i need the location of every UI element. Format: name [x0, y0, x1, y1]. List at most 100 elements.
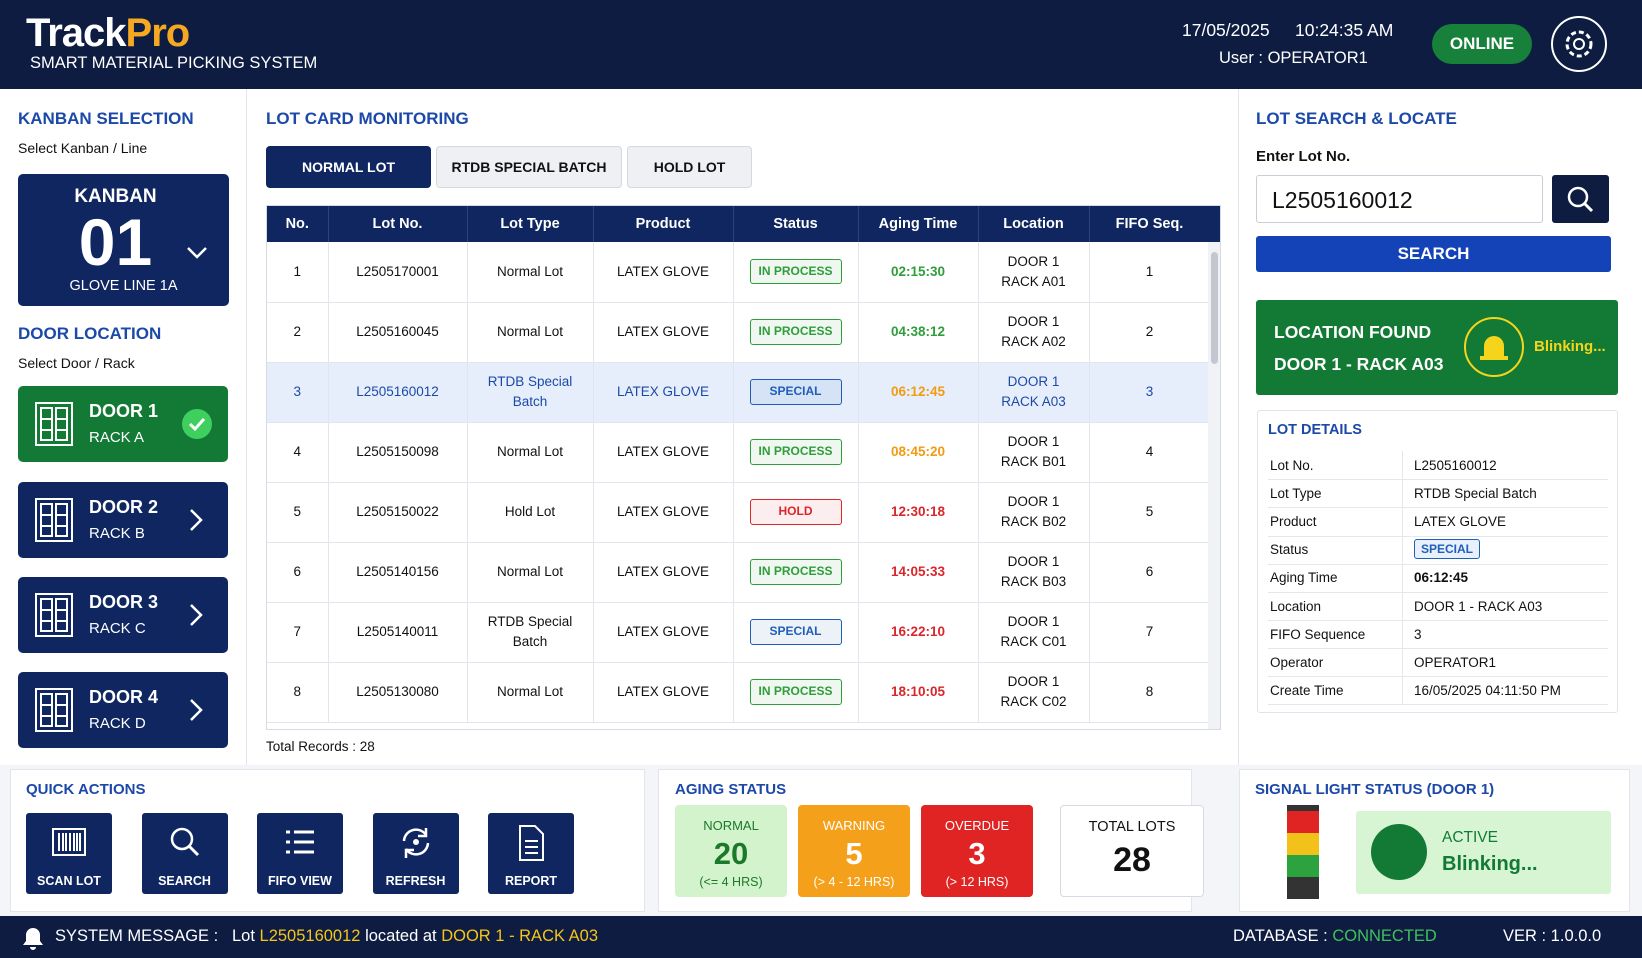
system-message: SYSTEM MESSAGE : Lot L2505160012 located… [55, 927, 598, 946]
door-item[interactable]: DOOR 1 RACK A [18, 386, 228, 462]
location-door: DOOR 1 [1007, 554, 1060, 570]
rack-name: RACK A [89, 429, 145, 446]
header: TrackPro SMART MATERIAL PICKING SYSTEM 1… [0, 0, 1642, 89]
icon-svg [35, 593, 73, 637]
cell-fifo: 6 [1089, 542, 1211, 603]
quick-action[interactable]: SEARCH [141, 813, 228, 894]
icon-path [190, 509, 203, 531]
icon-path [286, 830, 314, 854]
door-item[interactable]: DOOR 2 RACK B [18, 482, 228, 558]
location-door: DOOR 1 [1007, 614, 1060, 630]
scrollbar-thumb[interactable] [1211, 252, 1218, 364]
settings-button[interactable] [1550, 15, 1608, 73]
cell-location: DOOR 1 RACK A03 [978, 362, 1090, 423]
icon-path [402, 828, 429, 856]
search-icon-button[interactable] [1552, 175, 1609, 223]
dropdown-arrow [187, 247, 207, 259]
icon-rect [55, 407, 68, 441]
bell [23, 928, 43, 950]
icon-svg [170, 827, 199, 857]
icon-svg [35, 688, 73, 732]
lot-row[interactable]: 5 L2505150022 Hold Lot LATEX GLOVE HOLD 12:30… [267, 482, 1211, 543]
cell-fifo: 3 [1089, 362, 1211, 423]
lot-row[interactable]: 7 L2505140011 RTDB Special Batch LATEX GLOV… [267, 602, 1211, 663]
aging-value: 3 [968, 836, 986, 871]
aging-value: 5 [845, 836, 863, 871]
location-door: DOOR 1 [1007, 494, 1060, 510]
lot-row[interactable]: 6 L2505140156 Normal Lot LATEX GLOVE IN PROC… [267, 542, 1211, 603]
icon-svg [519, 825, 544, 861]
db-status: DATABASE : CONNECTED [1233, 927, 1437, 946]
cell-product: LATEX GLOVE [593, 662, 734, 723]
status-badge: SPECIAL [749, 619, 842, 645]
lot-row[interactable]: 4 L2505150098 Normal Lot LATEX GLOVE IN PROC… [267, 422, 1211, 483]
tower-cap [1287, 805, 1319, 811]
rack-name: RACK C [89, 620, 146, 637]
detail-divider [1402, 507, 1403, 536]
lot-row[interactable]: 1 L2505170001 Normal Lot LATEX GLOVE IN PROC… [267, 242, 1211, 303]
msg-lot: L2505160012 [259, 927, 361, 945]
quick-action[interactable]: SCAN LOT [26, 813, 112, 894]
time: 10:24:35 AM [1295, 20, 1394, 40]
status-badge: HOLD [749, 499, 842, 525]
icon-rect [40, 407, 53, 441]
cell-no: 8 [267, 662, 329, 723]
logo: TrackPro [26, 11, 190, 56]
lot-input[interactable]: L2505160012 [1256, 175, 1543, 223]
icon-circle [170, 827, 193, 851]
icon-rect [35, 688, 73, 732]
beacon-base [1480, 356, 1508, 360]
door-item[interactable]: DOOR 4 RACK D [18, 672, 228, 748]
tab[interactable]: NORMAL LOT [266, 146, 431, 188]
search-button[interactable]: SEARCH [1256, 236, 1611, 272]
icon-path [525, 840, 538, 854]
lot-table: No. Lot No. Lot Type Product Status Aging Tim… [267, 206, 1211, 723]
cell-lot-type: Normal Lot [467, 542, 594, 603]
lot-row[interactable]: 2 L2505160045 Normal Lot LATEX GLOVE IN PROC… [267, 302, 1211, 363]
cell-no: 3 [267, 362, 329, 423]
quick-action[interactable]: REFRESH [372, 813, 459, 894]
details-title: LOT DETAILS [1268, 422, 1362, 438]
chevron [187, 247, 207, 259]
cell-product: LATEX GLOVE [593, 302, 734, 363]
quick-action[interactable]: REPORT [488, 813, 574, 894]
location-door: DOOR 1 [1007, 254, 1060, 270]
aging-card: OVERDUE 3 (> 12 HRS) [921, 805, 1033, 897]
detail-label: Status [1270, 542, 1309, 558]
door-item[interactable]: DOOR 3 RACK C [18, 577, 228, 653]
lot-row[interactable]: 8 L2505130080 Normal Lot LATEX GLOVE IN PROC… [267, 662, 1211, 723]
detail-row: Aging Time 06:12:45 [1268, 563, 1608, 593]
cell-location: DOOR 1 RACK A02 [978, 302, 1090, 363]
tab[interactable]: RTDB SPECIAL BATCH [436, 146, 622, 188]
detail-row: Lot Type RTDB Special Batch [1268, 479, 1608, 509]
tab[interactable]: HOLD LOT [627, 146, 752, 188]
detail-value: SPECIAL [1414, 539, 1481, 560]
cell-product: LATEX GLOVE [593, 422, 734, 483]
icon-path [190, 699, 203, 721]
cell-location: DOOR 1 RACK A01 [978, 242, 1090, 303]
cell-status: SPECIAL [733, 362, 859, 423]
detail-divider [1402, 675, 1403, 705]
signal-status: ACTIVE Blinking... [1356, 811, 1611, 894]
cell-location: DOOR 1 RACK C02 [978, 662, 1090, 723]
cell-aging: 16:22:10 [858, 602, 979, 663]
signal-state: ACTIVE [1442, 829, 1498, 846]
lot-row[interactable]: 3 L2505160012 RTDB Special Batch LATEX GLOV… [267, 362, 1211, 423]
aging-title: AGING STATUS [675, 781, 787, 798]
handle [1583, 202, 1594, 213]
detail-divider [1402, 591, 1403, 620]
detail-divider [1402, 535, 1403, 564]
column-header: No. [267, 206, 329, 242]
search-label: Enter Lot No. [1256, 148, 1351, 165]
door-name: DOOR 2 [89, 497, 159, 517]
quick-action[interactable]: FIFO VIEW [257, 813, 343, 894]
icon-svg [35, 498, 73, 542]
date: 17/05/2025 [1182, 20, 1270, 40]
gear-teeth [1565, 30, 1593, 58]
signal-tower [1287, 805, 1319, 899]
location-door: DOOR 1 [1007, 434, 1060, 450]
detail-value: 06:12:45 [1414, 570, 1469, 586]
aging-range: (> 12 HRS) [945, 875, 1009, 889]
kanban-select[interactable]: KANBAN 01 GLOVE LINE 1A [18, 174, 229, 306]
